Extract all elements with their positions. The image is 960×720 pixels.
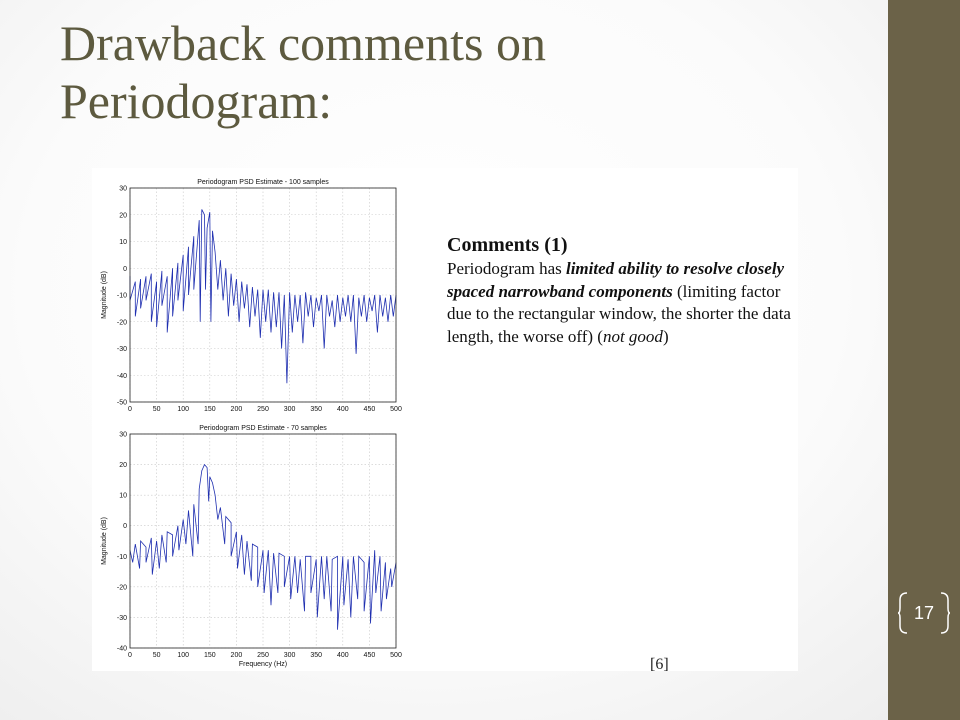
y-tick-label: -40 [117, 373, 127, 380]
x-tick-label: 300 [284, 652, 296, 659]
y-tick-label: 30 [119, 432, 127, 439]
x-tick-label: 150 [204, 406, 216, 413]
y-tick-label: -30 [117, 615, 127, 622]
plot-frame [129, 187, 397, 403]
x-tick-label: 250 [257, 652, 269, 659]
y-tick-label: -40 [117, 646, 127, 653]
x-tick-label: 100 [177, 406, 189, 413]
comments-emphasis-2: not good [602, 326, 663, 346]
x-tick-label: 500 [390, 652, 402, 659]
x-tick-label: 350 [310, 652, 322, 659]
y-tick-label: 10 [119, 493, 127, 500]
x-tick-label: 200 [231, 652, 243, 659]
x-tick-label: 200 [231, 406, 243, 413]
x-tick-label: 250 [257, 406, 269, 413]
left-bracket-icon [898, 592, 908, 634]
x-tick-label: 350 [310, 406, 322, 413]
x-tick-label: 0 [128, 406, 132, 413]
y-tick-label: -20 [117, 584, 127, 591]
chart-title: Periodogram PSD Estimate - 100 samples [197, 179, 329, 186]
y-axis-label: Magnitude (dB) [101, 517, 108, 565]
y-tick-label: 10 [119, 239, 127, 246]
slide-number-badge: 17 [898, 592, 950, 634]
y-tick-label: 30 [119, 186, 127, 193]
y-axis-label: Magnitude (dB) [101, 271, 108, 319]
comments-emphasis-1: limited ability to resolve closely space… [447, 259, 785, 301]
y-tick-label: -50 [117, 400, 127, 407]
plot-frame [129, 433, 397, 649]
psd-chart-100-samples: 0 50 100 150 200 250 300 350 400 450 5003020100-10… [101, 179, 402, 413]
psd-trace [129, 463, 397, 630]
slide-number: 17 [913, 603, 935, 623]
y-tick-label: -10 [117, 293, 127, 300]
x-tick-label: 50 [153, 406, 161, 413]
y-tick-label: 20 [119, 212, 127, 219]
y-tick-label: -30 [117, 346, 127, 353]
figure-panel: 0 50 100 150 200 250 300 350 400 450 500 30 20 10 0 -10… [92, 168, 798, 673]
comments-heading: Comments (1) [447, 234, 568, 256]
x-axis-label: Frequency (Hz) [239, 661, 287, 668]
grid [129, 433, 397, 649]
comments-middle: (limiting factor due to the rectangular … [447, 281, 791, 346]
x-tick-label: 150 [204, 652, 216, 659]
slide-title: Drawback comments on Periodogram: [60, 14, 546, 130]
y-tick-label: 20 [119, 462, 127, 469]
x-tick-label: 450 [364, 652, 376, 659]
comments-end: ) [662, 326, 669, 346]
x-tick-label: 500 [390, 406, 402, 413]
y-tick-label: -20 [117, 319, 127, 326]
comments-box: Comments (1) Periodogram has limited abi… [447, 232, 807, 348]
chart-title: Periodogram PSD Estimate - 70 samples [199, 425, 327, 432]
slide-title-line-2: Periodogram: [60, 73, 333, 129]
x-tick-label: 100 [177, 652, 189, 659]
psd-chart-70-samples: 0 50 100 150 200 250 300 350 400 450 5003020100-10… [101, 425, 402, 668]
right-bracket-icon [940, 592, 950, 634]
slide-title-line-1: Drawback comments on [60, 15, 546, 71]
x-tick-label: 0 [128, 652, 132, 659]
y-tick-label: 0 [123, 266, 127, 273]
x-tick-label: 400 [337, 652, 349, 659]
y-tick-label: 0 [123, 523, 127, 530]
reference-citation: [6] [650, 656, 669, 673]
comments-intro: Periodogram has [447, 259, 566, 278]
x-tick-label: 300 [284, 406, 296, 413]
x-tick-label: 450 [364, 406, 376, 413]
x-tick-label: 400 [337, 406, 349, 413]
x-tick-label: 50 [153, 652, 161, 659]
comments-body: Periodogram has limited ability to resol… [447, 258, 807, 348]
psd-trace [129, 209, 397, 384]
y-tick-label: -10 [117, 554, 127, 561]
